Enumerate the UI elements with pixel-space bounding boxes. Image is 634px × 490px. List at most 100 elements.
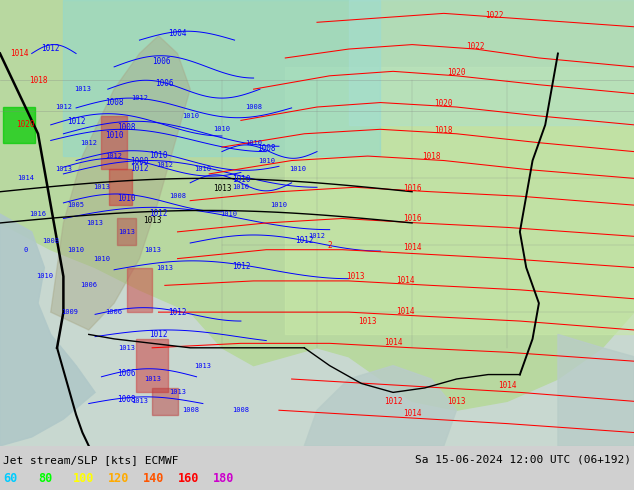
Polygon shape	[285, 67, 634, 334]
Text: 1020: 1020	[447, 68, 466, 77]
Text: 1006: 1006	[117, 368, 136, 378]
Text: 1014: 1014	[403, 409, 422, 418]
Text: 1020: 1020	[16, 121, 35, 129]
Text: 1013: 1013	[144, 376, 160, 382]
Text: 1016: 1016	[30, 211, 46, 217]
Polygon shape	[51, 36, 190, 330]
Text: 1010: 1010	[214, 126, 230, 132]
Text: 2: 2	[327, 241, 332, 250]
Text: 1008: 1008	[105, 98, 124, 107]
Text: 1013: 1013	[131, 398, 148, 404]
Bar	[3, 107, 35, 143]
Text: 1012: 1012	[130, 164, 149, 173]
Polygon shape	[0, 214, 95, 446]
Text: 1014: 1014	[17, 175, 34, 181]
Text: 1016: 1016	[403, 214, 422, 223]
Polygon shape	[63, 0, 380, 156]
Text: 1009: 1009	[61, 309, 78, 315]
Text: 1013: 1013	[169, 390, 186, 395]
Text: 1010: 1010	[93, 256, 110, 262]
Text: 1012: 1012	[41, 44, 60, 52]
Text: 1013: 1013	[447, 397, 466, 406]
Polygon shape	[349, 0, 634, 125]
Text: 160: 160	[178, 472, 199, 485]
Bar	[136, 339, 168, 392]
Bar	[127, 268, 152, 312]
Text: 1013: 1013	[157, 265, 173, 270]
Text: 1010: 1010	[105, 131, 124, 141]
Text: 1012: 1012	[168, 308, 187, 317]
Text: 60: 60	[3, 472, 17, 485]
Text: 1010: 1010	[233, 184, 249, 190]
Text: 1010: 1010	[258, 157, 275, 164]
Text: 1020: 1020	[434, 99, 453, 108]
Text: 1010: 1010	[245, 140, 262, 146]
Text: 1008: 1008	[257, 144, 276, 152]
Text: 1012: 1012	[106, 153, 122, 159]
Text: 1006: 1006	[155, 79, 174, 88]
Text: 1012: 1012	[384, 397, 403, 406]
Bar	[101, 116, 127, 170]
Polygon shape	[304, 366, 456, 446]
Text: 1022: 1022	[485, 11, 504, 20]
Bar	[117, 219, 136, 245]
Text: 1014: 1014	[498, 381, 517, 390]
Text: 1013: 1013	[195, 363, 211, 368]
Text: 1004: 1004	[168, 29, 187, 38]
Text: 1012: 1012	[295, 236, 314, 245]
Polygon shape	[0, 0, 634, 410]
Text: 1012: 1012	[309, 233, 325, 239]
Text: 1006: 1006	[81, 282, 97, 289]
Text: 0: 0	[23, 246, 27, 253]
Text: 1014: 1014	[403, 243, 422, 252]
Text: 1013: 1013	[212, 184, 231, 193]
Text: 1013: 1013	[346, 272, 365, 281]
Text: 1013: 1013	[87, 220, 103, 226]
Text: 1012: 1012	[67, 117, 86, 126]
Text: 1010: 1010	[149, 150, 168, 160]
Text: 1008: 1008	[117, 395, 136, 404]
Text: 1010: 1010	[36, 273, 53, 279]
Text: 1013: 1013	[358, 317, 377, 325]
Bar	[109, 170, 132, 205]
Text: 1010: 1010	[290, 167, 306, 172]
Text: 1013: 1013	[143, 216, 162, 225]
Text: Sa 15-06-2024 12:00 UTC (06+192): Sa 15-06-2024 12:00 UTC (06+192)	[415, 455, 631, 465]
Text: 1012: 1012	[157, 162, 173, 168]
Text: 1010: 1010	[220, 211, 236, 217]
Text: 1014: 1014	[384, 338, 403, 347]
Text: 1013: 1013	[144, 246, 160, 253]
Text: 1010: 1010	[117, 194, 136, 203]
Text: 1014: 1014	[10, 49, 29, 58]
Text: 1006: 1006	[106, 309, 122, 315]
Text: 1013: 1013	[119, 345, 135, 351]
Text: 1012: 1012	[149, 209, 168, 218]
Bar	[152, 388, 178, 415]
Text: 1010: 1010	[182, 113, 198, 119]
Text: 1012: 1012	[55, 104, 72, 110]
Text: 1008: 1008	[245, 104, 262, 110]
Text: 1008: 1008	[42, 238, 59, 244]
Text: 1008: 1008	[117, 122, 136, 132]
Text: 1008: 1008	[233, 407, 249, 413]
Text: 1018: 1018	[422, 152, 441, 162]
Text: 1010: 1010	[195, 167, 211, 172]
Text: 1022: 1022	[466, 42, 485, 51]
Text: 1018: 1018	[434, 126, 453, 135]
Text: 140: 140	[143, 472, 164, 485]
Text: 1008: 1008	[169, 193, 186, 199]
Text: 1013: 1013	[55, 167, 72, 172]
Text: 1013: 1013	[119, 229, 135, 235]
Text: 1016: 1016	[403, 184, 422, 193]
Text: 1014: 1014	[396, 275, 415, 285]
Polygon shape	[558, 334, 634, 446]
Text: 1013: 1013	[74, 86, 91, 92]
Text: 100: 100	[73, 472, 94, 485]
Text: Jet stream/SLP [kts] ECMWF: Jet stream/SLP [kts] ECMWF	[3, 455, 179, 465]
Text: 1010: 1010	[68, 246, 84, 253]
Text: 1012: 1012	[231, 262, 250, 271]
Text: 1018: 1018	[29, 76, 48, 85]
Text: 1012: 1012	[81, 140, 97, 146]
Text: 1008: 1008	[182, 407, 198, 413]
Text: 1010: 1010	[271, 202, 287, 208]
